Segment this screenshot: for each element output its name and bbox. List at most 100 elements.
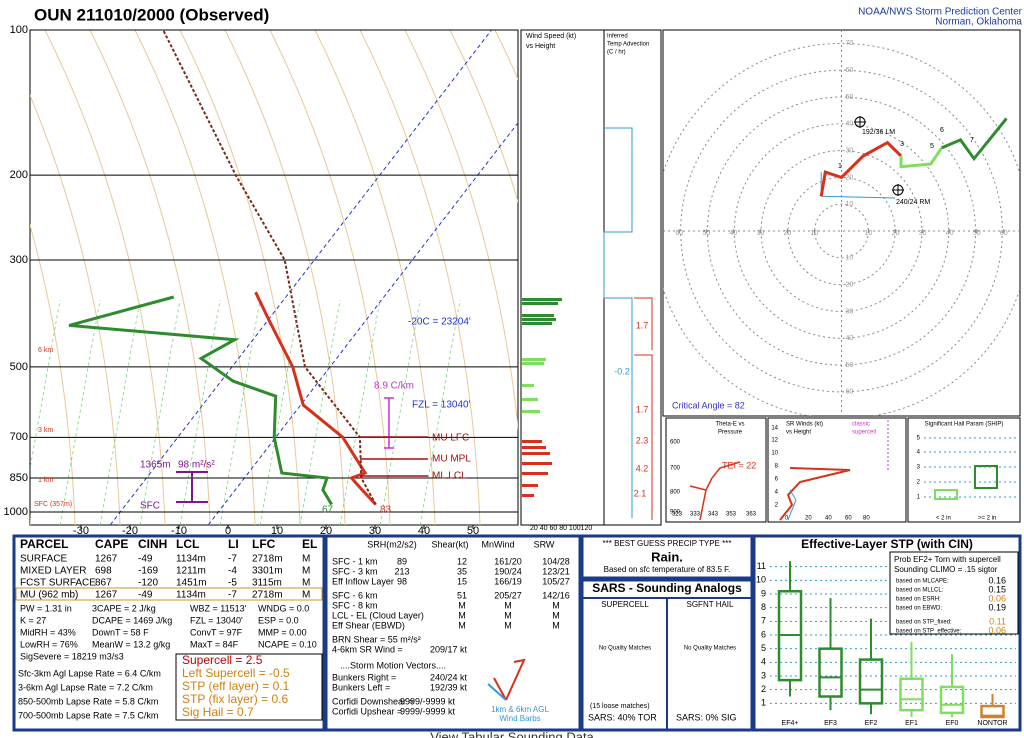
table-cell: 1134m [176, 590, 206, 601]
y-tick-label: 800 [670, 490, 681, 496]
label: Significant Hail Param (SHIP) [925, 422, 1004, 428]
info-label: based on STP_fixed: [896, 620, 952, 626]
table-cell: M [302, 578, 310, 589]
table-cell: 205/27 [494, 590, 522, 600]
background-line [30, 94, 121, 525]
table-header: MnWind [481, 539, 514, 549]
x-tick-label: 20 [805, 516, 812, 522]
table-cell: 3301m [252, 566, 283, 577]
hodograph-trace [819, 140, 903, 197]
table-cell: 89 [397, 556, 407, 566]
table-cell: 15 [457, 576, 467, 586]
index-value: Sig Hail = 0.7 [182, 705, 254, 719]
table-cell: MU (962 mb) [20, 590, 78, 601]
table-cell: -7 [228, 554, 237, 565]
index-box [175, 653, 323, 721]
table-cell: SFC - 1 km [332, 556, 378, 566]
credit: Norman, Oklahoma [935, 17, 1022, 28]
y-tick-label: 40 [846, 335, 854, 342]
y-tick-label: 6 [761, 629, 766, 639]
lapse-rate: 3-6km Agl Lapse Rate = 7.2 C/km [18, 682, 153, 692]
wind-bar [522, 358, 546, 361]
label: SARS: 0% SIG [676, 712, 737, 722]
wind-bar [522, 440, 542, 443]
table-cell: 1267 [95, 554, 118, 565]
x-tick-label: 30 [919, 230, 927, 237]
y-tick-label: 30 [846, 308, 854, 315]
y-tick-label: 1 [917, 495, 921, 501]
table-cell: 698 [95, 566, 112, 577]
annotation: MU MPL [432, 454, 471, 465]
x-tick-label: 10 [271, 525, 283, 537]
srwind-line [787, 489, 797, 521]
footer-link[interactable]: View Tabular Sounding Data [430, 729, 594, 738]
lapse-rate: Sfc-3km Agl Lapse Rate = 6.4 C/km [18, 668, 161, 678]
x-tick-label: 40 [946, 230, 954, 237]
hodograph-trace [899, 147, 943, 169]
table-cell: -7 [228, 590, 237, 601]
label: vs Height [526, 43, 555, 50]
y-tick-label: 7 [761, 616, 766, 626]
height-label: 3 km [38, 427, 53, 434]
x-tick-label: 50 [467, 525, 479, 537]
x-tick-label: 40 [418, 525, 430, 537]
x-tick-label: 40 [825, 516, 832, 522]
info-label: based on STP_effective: [896, 629, 962, 635]
background-line [44, 30, 166, 525]
table-cell: M [552, 620, 560, 630]
label: *** BEST GUESS PRECIP TYPE *** [603, 539, 732, 548]
thermo-value: ESP = 0.0 [258, 615, 299, 625]
x-tick-label: 60 [675, 230, 683, 237]
y-tick-label: 200 [10, 169, 28, 181]
index-value: STP (eff layer) = 0.1 [182, 679, 290, 693]
table-header: SRW [534, 539, 555, 549]
table-cell: M [302, 590, 310, 601]
y-tick-label: 14 [771, 426, 778, 432]
annotation: ML LCL [432, 471, 467, 482]
annotation: Critical Angle = 82 [672, 400, 745, 410]
label: 1km & 6km AGL [491, 705, 549, 714]
label: Pressure [718, 430, 743, 436]
y-tick-label: 3 [761, 670, 766, 680]
y-tick-label: 30 [846, 147, 854, 154]
wind-bar [522, 410, 540, 413]
annotation: 67 [322, 505, 334, 516]
y-tick-label: 70 [846, 40, 854, 47]
kinematic-value: ....Storm Motion Vectors.... [340, 660, 446, 670]
index-value: Left Supercell = -0.5 [182, 666, 290, 680]
table-header: PARCEL [20, 537, 68, 551]
annotation: -20C = 23204' [408, 317, 471, 328]
kinematic-value: 9999/-9999 kt [400, 696, 456, 706]
thermo-value: PW = 1.31 in [20, 603, 72, 613]
label: Wind Barbs [499, 714, 540, 723]
x-tick-label: EF1 [905, 720, 918, 727]
bottom-panels [12, 534, 1022, 732]
y-tick-label: 3 [917, 465, 921, 471]
y-tick-label: 850 [10, 472, 28, 484]
x-tick-label: 60 [1000, 230, 1008, 237]
info-value: 0.06 [988, 593, 1006, 603]
y-tick-label: 12 [771, 438, 778, 444]
label: No Quality Matches [684, 646, 736, 652]
table-cell: Eff Shear (EBWD) [332, 620, 405, 630]
table-cell: M [552, 610, 560, 620]
y-tick-label: 20 [846, 281, 854, 288]
y-tick-label: 40 [846, 121, 854, 128]
table-cell: FCST SURFACE [20, 578, 96, 589]
table-cell: 3115m [252, 578, 282, 589]
tei: TEI = 22 [722, 460, 756, 470]
y-tick-label: 10 [771, 451, 778, 457]
table-cell: 2718m [252, 590, 283, 601]
x-tick-label: 60 [845, 516, 852, 522]
point-label: 1 [838, 163, 842, 170]
wind-bar [522, 484, 538, 487]
kinematic-value: 240/24 kt [430, 672, 468, 682]
info-value: 0.16 [988, 575, 1006, 585]
table-cell: 51 [457, 590, 467, 600]
background-line [139, 299, 181, 525]
thermo-value: 3CAPE = 2 J/kg [92, 603, 156, 613]
table-cell: -169 [138, 566, 158, 577]
wind-bar [522, 494, 534, 497]
advection-box [634, 297, 653, 350]
y-tick-label: 8 [775, 464, 779, 470]
